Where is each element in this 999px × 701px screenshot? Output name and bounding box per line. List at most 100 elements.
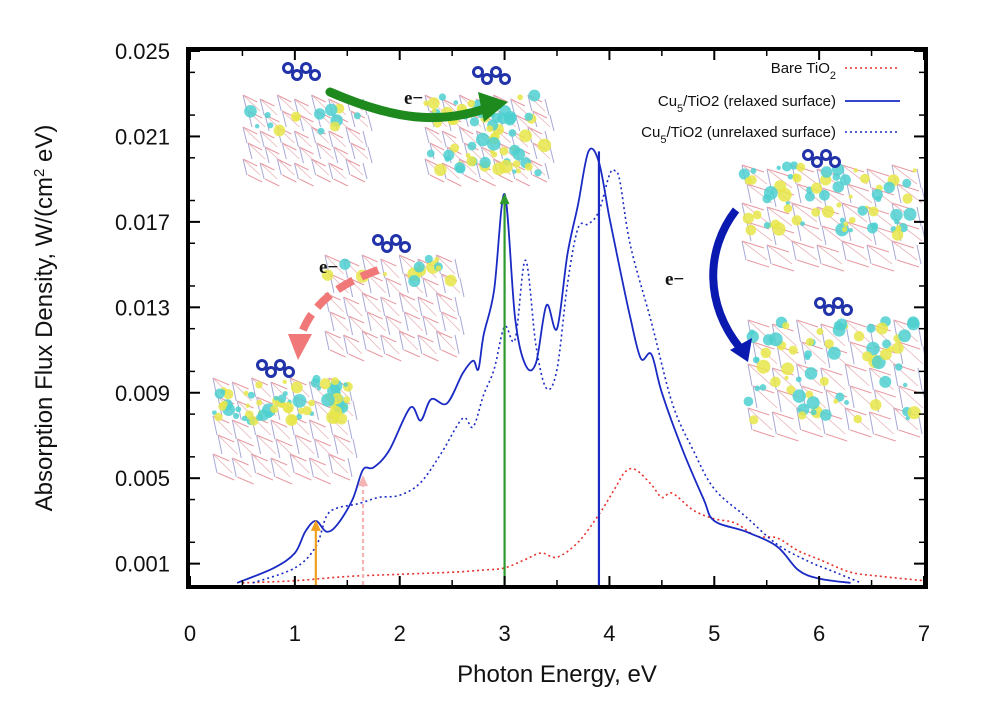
- cu-atom: [274, 359, 286, 371]
- orbital-lobe: [313, 108, 326, 120]
- lattice-bond: [917, 323, 923, 347]
- orbital-lobe: [331, 377, 340, 386]
- orbital-lobe: [879, 375, 892, 388]
- orbital-lobe: [848, 227, 853, 233]
- orbital-lobe: [871, 188, 883, 201]
- lattice-bond: [270, 457, 276, 478]
- lattice-bond: [777, 433, 799, 442]
- cu-atom: [823, 304, 835, 316]
- orbital-lobe: [853, 168, 858, 173]
- lattice-bond: [896, 259, 920, 268]
- lattice-bond: [821, 187, 845, 196]
- lattice-bond: [217, 472, 235, 481]
- orbital-lobe: [755, 357, 760, 362]
- orbital-lobe: [875, 322, 889, 335]
- lattice-bond: [776, 389, 782, 413]
- lattice-bond: [403, 311, 424, 332]
- cu-atom: [820, 149, 832, 161]
- lattice-bond: [866, 206, 872, 227]
- lattice-bond: [361, 330, 382, 351]
- lattice-bond: [532, 110, 548, 119]
- lattice-bond: [237, 476, 254, 485]
- lattice-bond: [276, 158, 282, 176]
- lattice-bond: [821, 263, 845, 272]
- orbital-lobe: [454, 162, 466, 174]
- inset-structure-right-top: [738, 149, 927, 272]
- lattice-bond: [441, 311, 461, 332]
- orbital-lobe: [750, 167, 757, 174]
- lattice-bond: [441, 162, 457, 171]
- lattice-bond: [299, 178, 314, 187]
- orbital-lobe: [308, 399, 315, 407]
- lattice-bond: [766, 244, 772, 265]
- lattice-bond: [242, 94, 261, 112]
- lattice-bond: [422, 353, 439, 362]
- lattice-bond: [820, 367, 846, 391]
- lattice-bond: [532, 110, 551, 128]
- lattice-bond: [771, 411, 777, 435]
- lattice-bond: [277, 94, 295, 112]
- axis-ticks: [188, 49, 926, 587]
- lattice-bond: [231, 419, 237, 440]
- orbital-lobe: [912, 168, 917, 173]
- x-axis-title: Photon Energy, eV: [457, 661, 657, 688]
- lattice-bond: [844, 363, 870, 387]
- lattice-bond: [893, 363, 899, 387]
- orbital-lobe: [798, 411, 807, 420]
- orbital-lobe: [836, 202, 842, 208]
- lattice-bond: [232, 457, 249, 466]
- lattice-bond: [299, 146, 314, 155]
- lattice-bond: [281, 110, 287, 128]
- lattice-bond: [398, 330, 419, 351]
- lattice-bond: [350, 142, 356, 160]
- orbital-lobe: [296, 413, 303, 420]
- marker-pink-arrow-head: [358, 475, 369, 487]
- lattice-bond: [766, 206, 790, 215]
- lattice-bond: [348, 353, 365, 362]
- cu-atom: [499, 73, 511, 85]
- legend-label-relaxed-sub: 5: [677, 103, 683, 115]
- orbital-lobe: [907, 316, 920, 329]
- orbital-lobe: [882, 339, 892, 349]
- orbital-lobe: [244, 104, 257, 118]
- lattice-bond: [435, 292, 441, 313]
- lattice-bond: [333, 146, 349, 155]
- lattice-bond: [436, 254, 453, 263]
- electron-label-2: e−: [319, 257, 338, 278]
- legend-label-relaxed: Cu5/TiO2 (relaxed surface): [658, 93, 836, 115]
- cu-atom: [841, 304, 853, 316]
- lattice-bond: [399, 330, 416, 339]
- legend-label-bare-tio2: Bare TiO2: [771, 60, 836, 82]
- lattice-bond: [481, 178, 496, 187]
- cu-atom: [814, 297, 826, 309]
- lattice-bond: [289, 453, 307, 462]
- lattice-bond: [417, 334, 437, 355]
- orbital-lobe: [255, 381, 263, 389]
- lattice-bond: [350, 142, 369, 160]
- lattice-bond: [299, 114, 314, 123]
- lattice-bond: [247, 142, 253, 160]
- lattice-bond: [493, 94, 508, 103]
- orbital-lobe: [781, 362, 795, 376]
- x-tick-label: 6: [813, 621, 825, 646]
- lattice-bond: [275, 438, 293, 447]
- lattice-bond: [869, 411, 894, 435]
- lattice-bond: [766, 168, 772, 189]
- lattice-bond: [841, 164, 865, 173]
- orbital-lobe: [290, 381, 303, 394]
- lattice-bond: [796, 407, 802, 431]
- orbital-lobe: [848, 194, 853, 199]
- orbital-lobe: [804, 367, 818, 380]
- marker-orange-arrow-head: [310, 519, 321, 531]
- lattice-bond: [527, 126, 543, 135]
- lattice-bond: [820, 367, 843, 376]
- lattice-bond: [498, 174, 513, 183]
- lattice-bond: [251, 377, 257, 398]
- lattice-bond: [329, 273, 349, 294]
- lattice-bond: [247, 142, 266, 160]
- orbital-lobe: [792, 173, 802, 183]
- orbital-lobe: [786, 385, 796, 395]
- lattice-bond: [232, 457, 252, 478]
- lattice-bond: [424, 126, 440, 135]
- orbital-lobe: [745, 224, 757, 236]
